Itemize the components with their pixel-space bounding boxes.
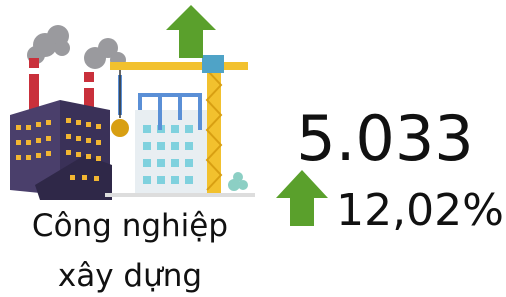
change: 12,02%	[336, 185, 504, 236]
illustration	[10, 5, 255, 200]
label-line: xây dựng	[58, 258, 202, 294]
page: Công nghiệp xây dựng 5.033 12,02% (() =>…	[0, 0, 506, 297]
value: 5.033	[296, 102, 474, 175]
label-line: Công nghiệp	[32, 208, 228, 244]
up-arrow	[276, 170, 328, 226]
stat-card: Công nghiệp xây dựng 5.033 12,02%	[0, 0, 506, 297]
